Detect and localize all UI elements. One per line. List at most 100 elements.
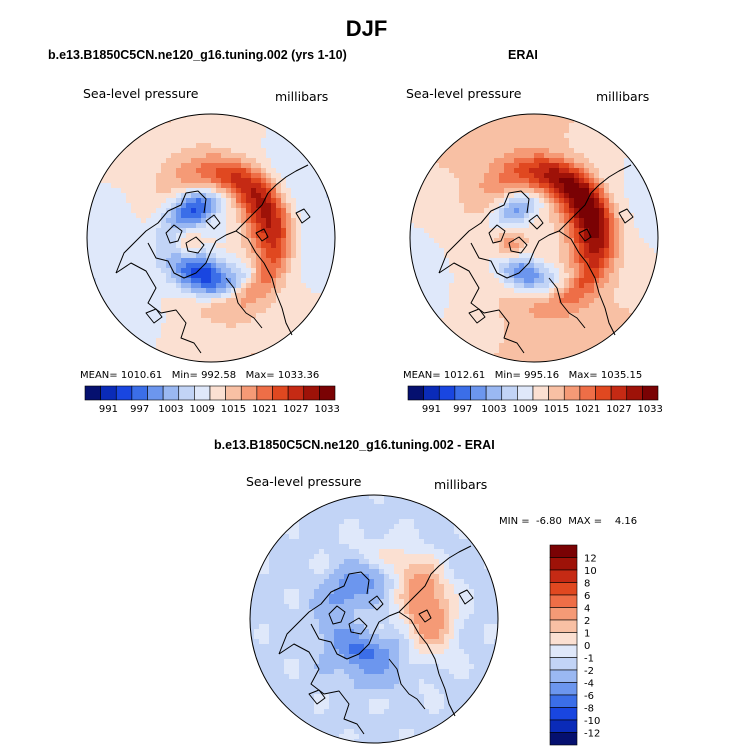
diff-cell <box>424 564 430 570</box>
model-cell <box>161 178 167 184</box>
diff-cell <box>294 579 300 585</box>
diff-cell <box>344 529 350 535</box>
obs-cell <box>644 188 650 194</box>
obs-cell <box>434 218 440 224</box>
model-cell <box>271 318 277 324</box>
obs-cell <box>504 248 510 254</box>
diff-cell <box>344 514 350 520</box>
model-cell <box>266 213 272 219</box>
obs-cell <box>494 218 500 224</box>
model-cell <box>291 198 297 204</box>
diff-cell <box>399 584 405 590</box>
obs-cell <box>429 268 435 274</box>
model-cell <box>311 208 317 214</box>
obs-cell <box>549 153 555 159</box>
obs-cell <box>479 273 485 279</box>
obs-cell <box>529 138 535 144</box>
obs-cell <box>539 263 545 269</box>
model-cell <box>311 193 317 199</box>
obs-cell <box>544 308 550 314</box>
model-cell <box>286 218 292 224</box>
model-cell <box>181 183 187 189</box>
obs-cell <box>554 348 560 354</box>
model-cell <box>286 178 292 184</box>
obs-cell <box>544 353 550 359</box>
diff-cell <box>289 564 295 570</box>
obs-cell <box>449 278 455 284</box>
obs-cell <box>564 118 570 124</box>
obs-cell <box>519 348 525 354</box>
model-cell <box>226 328 232 334</box>
obs-cell <box>474 243 480 249</box>
obs-cell <box>474 288 480 294</box>
obs-cell <box>644 243 650 249</box>
obs-cell <box>499 303 505 309</box>
obs-cell <box>549 193 555 199</box>
obs-cell <box>439 173 445 179</box>
model-cell <box>156 233 162 239</box>
obs-cell <box>464 218 470 224</box>
obs-cell <box>634 303 640 309</box>
obs-cell <box>574 183 580 189</box>
obs-cell <box>504 348 510 354</box>
model-cell <box>151 158 157 164</box>
obs-cell <box>494 198 500 204</box>
obs-cell <box>524 168 530 174</box>
model-cell <box>301 278 307 284</box>
model-cell <box>281 223 287 229</box>
diff-cell <box>399 579 405 585</box>
obs-cell <box>564 243 570 249</box>
obs-cell <box>469 148 475 154</box>
model-cell <box>211 323 217 329</box>
diff-cell <box>354 594 360 600</box>
model-cell <box>226 178 232 184</box>
obs-cell <box>649 243 655 249</box>
model-cell <box>226 243 232 249</box>
obs-cell <box>559 258 565 264</box>
obs-cell <box>579 208 585 214</box>
obs-cell <box>599 173 605 179</box>
diff-cell <box>379 524 385 530</box>
obs-cell <box>509 203 515 209</box>
obs-cell <box>544 303 550 309</box>
model-cell <box>301 273 307 279</box>
model-cell <box>166 143 172 149</box>
obs-cell <box>634 203 640 209</box>
model-cell <box>171 263 177 269</box>
model-cell <box>181 208 187 214</box>
obs-cell <box>594 233 600 239</box>
model-cell <box>206 133 212 139</box>
obs-cell <box>459 313 465 319</box>
obs-cell <box>424 258 430 264</box>
obs-cell <box>534 178 540 184</box>
obs-cell <box>539 243 545 249</box>
model-cell <box>306 278 312 284</box>
model-cell <box>146 218 152 224</box>
model-cell <box>111 298 117 304</box>
obs-cell <box>514 308 520 314</box>
obs-cell <box>544 193 550 199</box>
model-cell <box>206 348 212 354</box>
obs-cell <box>524 343 530 349</box>
model-cell <box>216 243 222 249</box>
model-cell <box>191 228 197 234</box>
model-cell <box>316 293 322 299</box>
diff-cell <box>454 534 460 540</box>
model-cell <box>131 243 137 249</box>
diff-cell <box>394 589 400 595</box>
obs-cell <box>504 268 510 274</box>
obs-cell <box>559 313 565 319</box>
obs-cell <box>584 343 590 349</box>
model-cell <box>236 258 242 264</box>
obs-cell <box>584 258 590 264</box>
obs-cell <box>649 218 655 224</box>
model-coastline <box>115 190 207 274</box>
obs-cell <box>444 193 450 199</box>
model-cell <box>301 303 307 309</box>
diff-cell <box>384 504 390 510</box>
model-cell <box>191 298 197 304</box>
model-cell <box>136 218 142 224</box>
obs-cell <box>479 188 485 194</box>
obs-cell <box>474 273 480 279</box>
model-cell <box>216 318 222 324</box>
